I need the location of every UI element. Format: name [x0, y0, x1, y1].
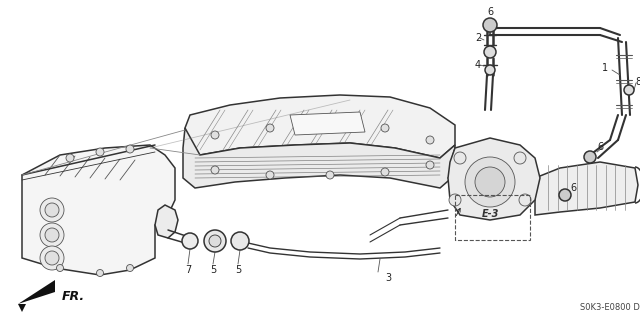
Text: E-3: E-3 [481, 209, 499, 219]
Circle shape [326, 171, 334, 179]
Circle shape [475, 167, 505, 197]
Circle shape [211, 131, 219, 139]
Circle shape [40, 198, 64, 222]
Circle shape [56, 264, 63, 271]
Text: 2: 2 [475, 33, 481, 43]
Circle shape [40, 223, 64, 247]
Circle shape [211, 166, 219, 174]
Circle shape [559, 189, 571, 201]
Circle shape [584, 151, 596, 163]
Circle shape [381, 168, 389, 176]
Text: 6: 6 [597, 142, 603, 152]
Circle shape [483, 18, 497, 32]
Circle shape [126, 145, 134, 153]
Polygon shape [183, 128, 455, 188]
Circle shape [454, 152, 466, 164]
Circle shape [449, 194, 461, 206]
Polygon shape [18, 304, 26, 312]
Polygon shape [535, 162, 638, 215]
Circle shape [266, 124, 274, 132]
Text: 5: 5 [210, 265, 216, 275]
Text: 4: 4 [475, 60, 481, 70]
Polygon shape [290, 112, 365, 135]
Circle shape [465, 157, 515, 207]
Circle shape [45, 203, 59, 217]
Circle shape [45, 228, 59, 242]
Circle shape [204, 230, 226, 252]
Circle shape [40, 246, 64, 270]
Circle shape [209, 235, 221, 247]
Circle shape [519, 194, 531, 206]
Text: 8: 8 [635, 77, 640, 87]
Polygon shape [185, 95, 455, 158]
Circle shape [182, 233, 198, 249]
Circle shape [484, 46, 496, 58]
Polygon shape [18, 280, 55, 304]
Text: S0K3-E0800 D: S0K3-E0800 D [580, 303, 640, 312]
Circle shape [231, 232, 249, 250]
Bar [455, 195, 530, 240]
Text: 6: 6 [487, 7, 493, 17]
Polygon shape [22, 145, 175, 275]
Polygon shape [448, 138, 540, 220]
Text: 1: 1 [602, 63, 608, 73]
Text: FR.: FR. [61, 290, 84, 302]
Text: 7: 7 [185, 265, 191, 275]
Circle shape [96, 148, 104, 156]
Circle shape [66, 154, 74, 162]
Circle shape [485, 65, 495, 75]
Circle shape [624, 85, 634, 95]
Text: 6: 6 [570, 183, 576, 193]
Circle shape [426, 136, 434, 144]
Text: 3: 3 [385, 273, 391, 283]
Polygon shape [155, 205, 178, 238]
Circle shape [326, 121, 334, 129]
Circle shape [127, 264, 134, 271]
Circle shape [514, 152, 526, 164]
Text: 5: 5 [235, 265, 241, 275]
Circle shape [97, 270, 104, 277]
Circle shape [266, 171, 274, 179]
Circle shape [426, 161, 434, 169]
Circle shape [381, 124, 389, 132]
Circle shape [45, 251, 59, 265]
